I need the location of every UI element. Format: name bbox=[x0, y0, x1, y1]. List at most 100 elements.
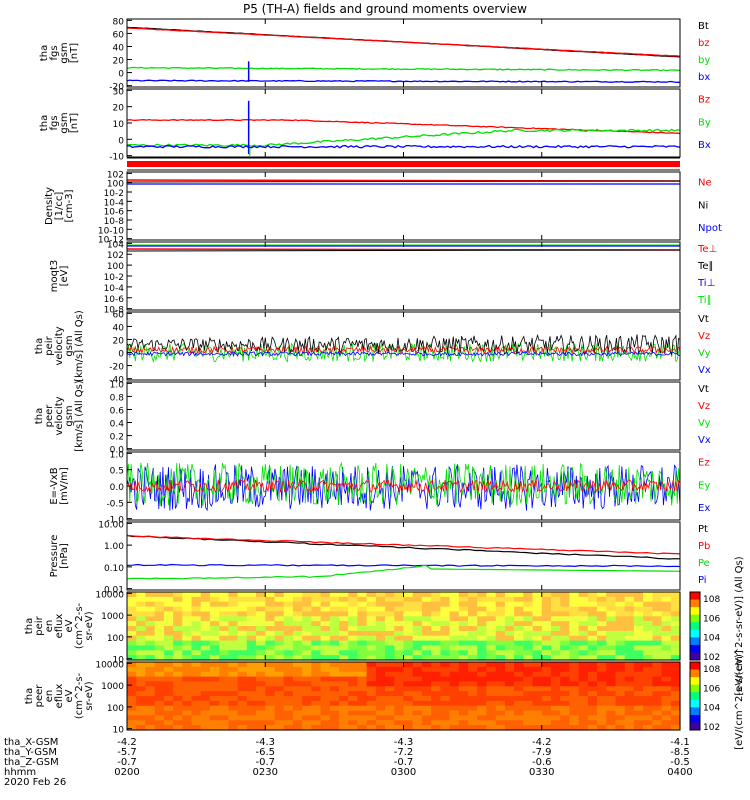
spectrogram-cell bbox=[440, 596, 451, 603]
spectrogram-cell bbox=[495, 592, 506, 598]
spectrogram-cell bbox=[366, 635, 377, 642]
spectrogram-cell bbox=[615, 662, 626, 668]
y-axis-label: thafgsgsm[nT] bbox=[39, 42, 80, 63]
spectrogram-cell bbox=[560, 691, 570, 697]
spectrogram-cell bbox=[578, 715, 589, 721]
spectrogram-cell bbox=[440, 606, 451, 613]
spectrogram-cell bbox=[265, 681, 276, 687]
spectrogram-cell bbox=[256, 645, 266, 651]
spectrogram-cell bbox=[468, 705, 478, 712]
spectrogram-cell bbox=[366, 705, 377, 712]
spectrogram-cell bbox=[348, 621, 358, 627]
spectrogram-cell bbox=[320, 592, 331, 598]
spectrogram-cell bbox=[274, 696, 285, 702]
panel-frame bbox=[126, 241, 681, 311]
spectrogram-cell bbox=[228, 700, 239, 707]
y-tick-label: 102 bbox=[107, 251, 124, 261]
spectrogram-cell bbox=[385, 635, 395, 642]
spectrogram-cell bbox=[256, 630, 266, 637]
spectrogram-cell bbox=[486, 671, 497, 678]
spectrogram-cell bbox=[219, 650, 229, 656]
spectrogram-cell bbox=[256, 635, 266, 642]
spectrogram-cell bbox=[292, 705, 303, 712]
spectrogram-cell bbox=[173, 645, 183, 651]
spectrogram-cell bbox=[394, 686, 405, 692]
spectrogram-cell bbox=[560, 596, 570, 603]
spectrogram-cell bbox=[578, 681, 589, 687]
spectrogram-cell bbox=[311, 616, 322, 622]
spectrogram-cell bbox=[163, 720, 174, 726]
spectrogram-cell bbox=[495, 611, 506, 617]
spectrogram-cell bbox=[136, 662, 146, 668]
spectrogram-cell bbox=[449, 601, 460, 608]
spectrogram-cell bbox=[191, 635, 202, 642]
spectrogram-cell bbox=[431, 650, 441, 656]
spectrogram-cell bbox=[228, 635, 239, 642]
y-tick-label: 10-6 bbox=[104, 295, 125, 305]
spectrogram-cell bbox=[265, 705, 276, 712]
spectrogram-cell bbox=[458, 681, 469, 687]
spectrogram-cell bbox=[495, 616, 506, 622]
spectrogram-cell bbox=[173, 696, 183, 702]
spectrogram-cell bbox=[191, 601, 202, 608]
y-tick-label: 20 bbox=[113, 104, 125, 114]
spectrogram-cell bbox=[661, 601, 672, 608]
spectrogram-cell bbox=[597, 596, 607, 603]
spectrogram-cell bbox=[246, 635, 257, 642]
spectrogram-cell bbox=[191, 696, 202, 702]
spectrogram-cell bbox=[587, 655, 598, 661]
spectrogram-cell bbox=[541, 725, 552, 731]
y-tick-label: 10-4 bbox=[104, 284, 125, 294]
legend-bx: Bx bbox=[698, 140, 711, 151]
y-axis-label-line: gsm bbox=[64, 405, 75, 426]
spectrogram-cell bbox=[209, 592, 220, 598]
spectrogram-cell bbox=[652, 671, 663, 678]
y-tick-label: 10-8 bbox=[104, 306, 125, 316]
spectrogram-cell bbox=[357, 650, 368, 656]
spectrogram-cell bbox=[578, 705, 589, 712]
spectrogram-cell bbox=[578, 720, 589, 726]
spectrogram-cell bbox=[173, 621, 183, 627]
spectrogram-cell bbox=[551, 681, 561, 687]
spectrogram-cell bbox=[145, 710, 156, 717]
spectrogram-cell bbox=[320, 725, 331, 731]
spectrogram-cell bbox=[246, 715, 257, 721]
legend-ni: Ni bbox=[698, 200, 708, 211]
spectrogram-cell bbox=[504, 671, 515, 678]
spectrogram-cell bbox=[292, 621, 303, 627]
spectrogram-cell bbox=[191, 596, 202, 603]
spectrogram-cell bbox=[551, 676, 561, 683]
spectrogram-cell bbox=[219, 662, 229, 668]
spectrogram-cell bbox=[154, 601, 165, 608]
spectrogram-cell bbox=[578, 635, 589, 642]
spectrogram-cell bbox=[237, 700, 248, 707]
spectrogram-cell bbox=[486, 662, 497, 668]
spectrogram-cell bbox=[394, 601, 405, 608]
spectrogram-cell bbox=[191, 710, 202, 717]
spectrogram-cell bbox=[449, 715, 460, 721]
spectrogram-cell bbox=[375, 681, 386, 687]
spectrogram-cell bbox=[256, 686, 266, 692]
spectrogram-cell bbox=[357, 596, 368, 603]
spectrogram-cell bbox=[228, 705, 239, 712]
spectrogram-cell bbox=[514, 650, 524, 656]
spectrogram-cell bbox=[587, 676, 598, 683]
spectrogram-cell bbox=[265, 621, 276, 627]
spectrogram-cell bbox=[145, 671, 156, 678]
series-noise-line bbox=[126, 461, 681, 507]
spectrogram-cell bbox=[541, 705, 552, 712]
spectrogram-cell bbox=[578, 621, 589, 627]
spectrogram-cell bbox=[283, 671, 294, 678]
spectrogram-cell bbox=[173, 662, 183, 668]
colorbar-segment bbox=[690, 607, 700, 616]
legend-pb: Pb bbox=[698, 541, 710, 552]
footer-value: -0.7 bbox=[117, 757, 137, 768]
spectrogram-cell bbox=[339, 655, 349, 661]
spectrogram-cell bbox=[421, 700, 432, 707]
spectrogram-cell bbox=[486, 640, 497, 647]
spectrogram-cell bbox=[606, 662, 617, 668]
spectrogram-cell bbox=[624, 715, 635, 721]
spectrogram-cell bbox=[569, 696, 580, 702]
spectrogram-cell bbox=[394, 616, 405, 622]
